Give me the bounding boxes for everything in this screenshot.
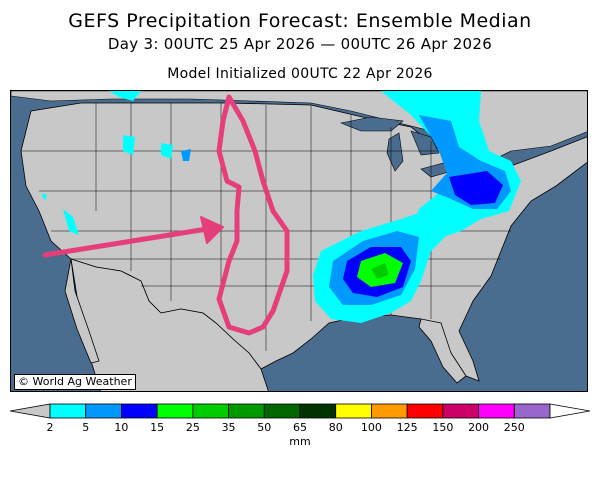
precip-color-scale	[10, 403, 590, 419]
legend-swatch	[513, 403, 551, 419]
annotation-arrow-shaft	[42, 226, 210, 258]
state-borders	[21, 103, 511, 351]
legend-swatch	[121, 403, 158, 419]
legend-swatch	[156, 403, 194, 419]
legend-swatch	[442, 403, 479, 419]
map-credit: © World Ag Weather	[14, 374, 136, 390]
legend-above-arrow	[549, 403, 590, 419]
legend-tick: 80	[328, 421, 343, 434]
legend-tick: 65	[293, 421, 307, 434]
legend-swatch	[299, 403, 337, 419]
model-initialized-label: Model Initialized 00UTC 22 Apr 2026	[167, 66, 433, 82]
legend-tick: 100	[360, 421, 382, 434]
legend-swatch	[478, 403, 515, 419]
precip-shading-west	[41, 91, 191, 235]
map-title: GEFS Precipitation Forecast: Ensemble Me…	[68, 10, 532, 32]
legend-tick: 125	[396, 421, 418, 434]
precip-shading-northeast	[381, 91, 521, 241]
legend-swatch	[49, 403, 87, 419]
legend-tick: 150	[432, 421, 454, 434]
forecast-period: Day 3: 00UTC 25 Apr 2026 — 00UTC 26 Apr …	[107, 35, 493, 53]
annotation-arrowhead	[200, 216, 224, 244]
legend-tick: 15	[150, 421, 165, 434]
legend-swatch	[263, 403, 301, 419]
precip-shading-southeast	[313, 209, 461, 323]
legend-tick: 200	[468, 421, 490, 434]
legend-units: mm	[289, 435, 311, 448]
highlight-outline	[216, 94, 290, 336]
florida-land	[418, 318, 467, 384]
precipitation-map	[10, 90, 588, 392]
legend-tick: 10	[114, 421, 129, 434]
legend-swatch	[406, 403, 444, 419]
legend-tick: 250	[503, 421, 525, 434]
legend-swatch	[192, 403, 229, 419]
legend-swatch	[85, 403, 122, 419]
legend-swatch	[335, 403, 372, 419]
legend-tick: 2	[46, 421, 54, 434]
legend-below-arrow	[10, 403, 51, 419]
legend-tick: 25	[185, 421, 200, 434]
forecast-annotation	[42, 94, 290, 336]
legend-tick: 50	[257, 421, 272, 434]
legend-tick: 35	[221, 421, 236, 434]
baja-land	[64, 258, 100, 364]
legend-swatch	[228, 403, 265, 419]
legend-tick: 5	[82, 421, 90, 434]
legend-swatch	[371, 403, 408, 419]
